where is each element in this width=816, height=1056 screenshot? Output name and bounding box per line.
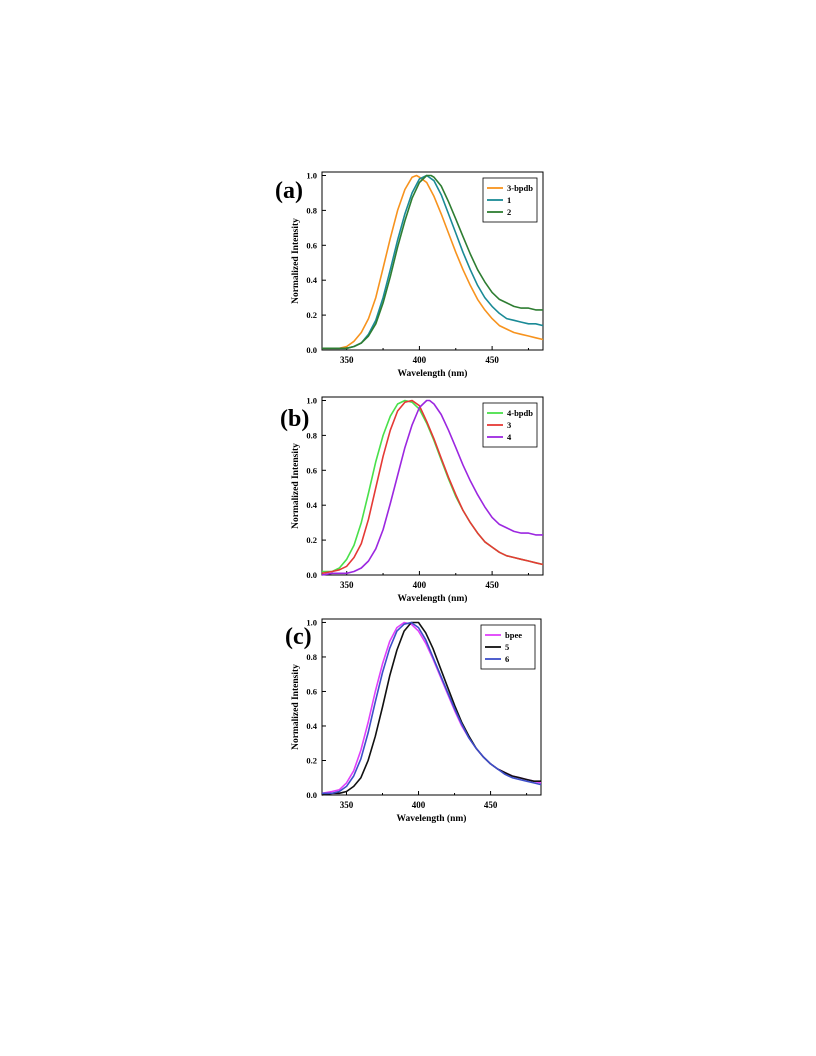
series-line-a-2 [322,174,543,350]
series-line-c-2 [322,621,542,795]
x-tick-label-c: 450 [484,800,498,810]
y-tick-label-a: 1.0 [306,170,317,180]
legend-label-c-2: 6 [505,654,509,664]
y-tick-label-c: 0.6 [306,686,317,696]
panel-b-label: (b) [280,406,310,432]
y-tick-label-c: 0.0 [306,790,317,800]
series-line-a-0 [322,174,544,350]
x-tick-label-b: 450 [485,580,499,590]
y-axis-label-c: Normalized Intensity [291,664,301,750]
y-tick-label-b: 0.6 [306,465,317,475]
panel-a-label: (a) [275,178,303,204]
y-tick-label-a: 0.4 [306,275,317,285]
x-tick-label-c: 400 [412,800,426,810]
x-axis-label-c: Wavelength (nm) [397,813,467,824]
y-tick-label-c: 0.4 [306,721,317,731]
y-tick-label-b: 1.0 [306,395,317,405]
legend-label-c-0: bpee [505,630,522,640]
x-tick-label-c: 350 [340,800,354,810]
x-tick-label-b: 350 [340,580,354,590]
panel-c-label: (c) [285,624,312,650]
series-line-b-1 [321,399,544,575]
plot-frame-b [321,396,544,576]
legend-label-a-0: 3-bpdb [507,183,533,193]
legend-label-a-2: 2 [507,207,511,217]
series-line-c-1 [321,621,541,796]
y-tick-label-b: 0.2 [306,535,317,545]
x-axis-label-b: Wavelength (nm) [398,593,468,604]
x-tick-label-a: 450 [485,355,499,365]
legend-label-a-1: 1 [507,195,511,205]
y-tick-label-b: 0.0 [306,570,317,580]
y-tick-label-a: 0.8 [306,205,317,215]
y-axis-label-b: Normalized Intensity [291,443,301,529]
y-tick-label-a: 0.6 [306,240,317,250]
x-axis-label-a: Wavelength (nm) [398,368,468,379]
x-tick-label-b: 400 [413,580,427,590]
y-tick-label-a: 0.2 [306,310,317,320]
plot-frame-a [321,171,544,351]
plot-frame-c [321,618,542,796]
legend-label-b-2: 4 [507,432,512,442]
legend-label-b-1: 3 [507,420,511,430]
y-axis-label-a: Normalized Intensity [291,218,301,304]
series-line-b-2 [321,399,543,576]
x-tick-label-a: 350 [340,355,354,365]
y-tick-label-a: 0.0 [306,345,317,355]
legend-label-c-1: 5 [505,642,509,652]
y-tick-label-c: 0.2 [306,755,317,765]
y-tick-label-c: 1.0 [306,617,317,627]
y-tick-label-b: 0.4 [306,500,317,510]
legend-label-b-0: 4-bpdb [507,408,533,418]
x-tick-label-a: 400 [413,355,427,365]
y-tick-label-c: 0.8 [306,652,317,662]
y-tick-label-b: 0.8 [306,430,317,440]
